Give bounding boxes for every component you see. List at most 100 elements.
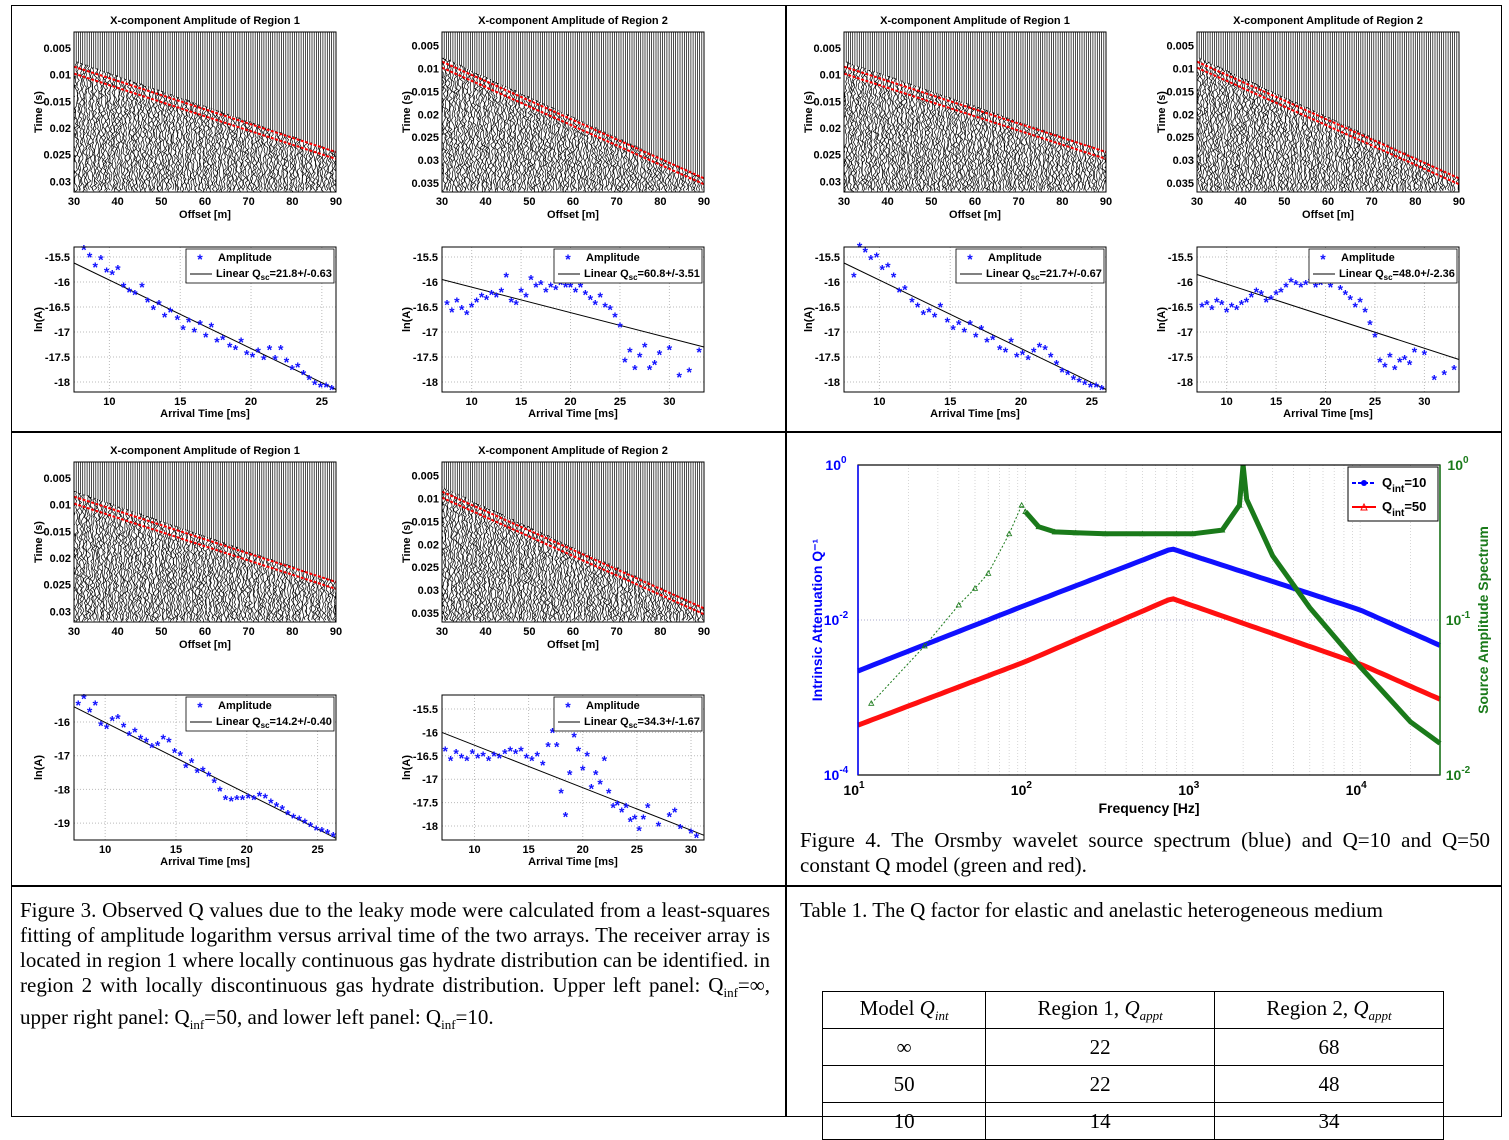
seismic-trace	[616, 462, 621, 622]
tick-label: 0.005	[43, 43, 71, 55]
data-point: *	[480, 748, 486, 764]
seismic-trace	[599, 462, 604, 621]
tick-label: 60	[969, 196, 981, 208]
seismic-trace	[544, 462, 550, 622]
tick-label: -15.5	[413, 704, 438, 716]
q-factor-table: Model Qint Region 1, Qappt Region 2, Qap…	[821, 991, 1444, 1140]
tick-label: -16	[422, 727, 438, 739]
table-cell: 68	[1214, 1028, 1444, 1066]
seismic-trace	[1232, 32, 1237, 192]
seismic-trace	[126, 462, 131, 621]
trace-group	[74, 462, 336, 622]
seismic-trace	[109, 32, 114, 191]
tick-label: 0.035	[411, 178, 439, 190]
data-point: *	[1239, 297, 1245, 313]
seismic-trace	[216, 32, 221, 191]
seismic-trace	[573, 32, 578, 192]
data-point: *	[956, 317, 962, 333]
seismic-trace	[1058, 32, 1062, 192]
x-axis-label: Frequency [Hz]	[1098, 800, 1199, 816]
tick-label: 60	[567, 626, 579, 638]
seismic-trace	[568, 32, 573, 192]
seismic-trace	[487, 462, 493, 622]
data-point: *	[1234, 302, 1240, 318]
seismic-trace	[244, 32, 249, 192]
data-point: *	[255, 344, 261, 360]
seismic-trace	[671, 32, 675, 191]
data-point: *	[1367, 317, 1373, 333]
tick-label: 101	[843, 780, 865, 798]
seismic-trace	[1049, 32, 1054, 191]
seismic-trace	[91, 32, 96, 192]
seismic-trace	[148, 32, 153, 192]
data-point: *	[617, 319, 623, 335]
legend-label-value: =34.3+/-1.67	[638, 716, 700, 728]
data-point: *	[162, 309, 168, 325]
data-point: *	[268, 795, 274, 811]
data-point: *	[667, 342, 673, 358]
data-point: *	[217, 783, 223, 799]
seismic-trace	[1225, 32, 1230, 191]
seismic-trace	[1439, 32, 1444, 191]
seismic-trace	[261, 32, 266, 191]
data-point: *	[667, 809, 673, 825]
arrival-pick-line	[844, 72, 1106, 160]
data-point: *	[166, 734, 172, 750]
tick-label: 40	[882, 196, 894, 208]
tick-label: 30	[68, 196, 80, 208]
tick-label: 90	[1453, 196, 1465, 208]
seismic-trace	[575, 32, 580, 191]
data-point: *	[518, 284, 524, 300]
tick-label: 0.01	[50, 70, 71, 82]
seismic-trace	[216, 462, 221, 621]
tick-label: 60	[199, 626, 211, 638]
seismic-trace	[647, 32, 652, 191]
seismic-trace	[612, 32, 617, 192]
seismic-trace	[870, 32, 875, 191]
seismic-trace	[1422, 32, 1426, 191]
tick-label: 80	[1409, 196, 1421, 208]
seismic-trace	[450, 462, 455, 622]
data-point: *	[1204, 297, 1210, 313]
tick-label: 0.02	[418, 539, 439, 551]
tick-label: -17	[824, 327, 840, 339]
seismic-trace	[128, 462, 133, 622]
seismic-trace	[1080, 32, 1084, 191]
axis-label: Arrival Time [ms]	[528, 408, 618, 420]
seismic-trace	[85, 462, 90, 622]
seismic-trace	[588, 32, 593, 192]
seismic-trace	[490, 32, 495, 191]
seismic-trace	[307, 32, 312, 192]
seismic-trace	[879, 32, 884, 191]
data-point: *	[318, 379, 324, 395]
seismic-trace	[645, 462, 650, 622]
seismic-trace	[700, 32, 703, 191]
tick-label: 10-2	[824, 610, 849, 628]
seismic-trace	[1302, 32, 1307, 191]
seismic-trace	[1444, 32, 1448, 190]
data-point: *	[499, 284, 505, 300]
data-point: *	[563, 279, 569, 295]
data-point: *	[593, 767, 599, 783]
seismic-trace	[292, 462, 297, 621]
seismic-trace	[560, 462, 564, 622]
seismic-trace	[629, 32, 635, 192]
seismic-trace	[235, 32, 240, 191]
figure3-panel-upper-right	[786, 5, 1502, 432]
data-point: *	[588, 292, 594, 308]
data-point: *	[115, 711, 121, 727]
data-point: *	[1048, 349, 1054, 365]
spectrum-marker	[921, 642, 928, 649]
data-point: *	[1288, 274, 1294, 290]
seismic-trace	[680, 32, 685, 191]
axis-label: ln(A)	[803, 307, 815, 332]
tick-label: 0.015	[1166, 86, 1194, 98]
seismic-trace	[318, 32, 324, 191]
seismic-trace	[527, 32, 532, 191]
seismic-trace	[222, 32, 227, 191]
seismic-trace	[498, 462, 504, 621]
seismic-trace	[558, 462, 562, 622]
seismic-trace	[150, 32, 155, 192]
data-point: *	[932, 309, 938, 325]
data-point: *	[470, 745, 476, 761]
